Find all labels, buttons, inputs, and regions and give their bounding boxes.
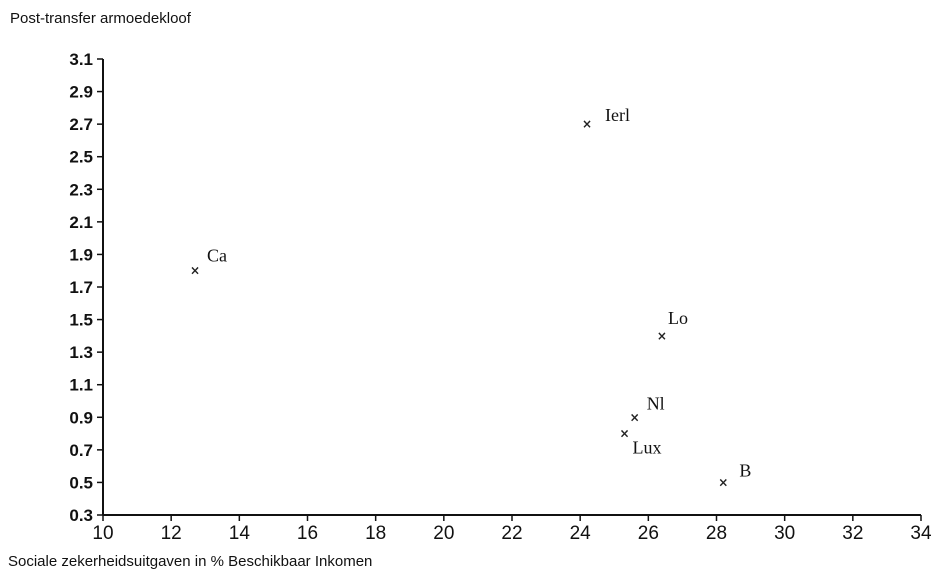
y-tick-label: 3.1 (69, 50, 93, 69)
y-tick-label: 1.1 (69, 376, 93, 395)
y-tick-label: 0.3 (69, 506, 93, 525)
data-point-marker: × (582, 117, 592, 131)
data-point-label: Nl (647, 393, 665, 413)
y-tick-label: 1.5 (69, 311, 93, 330)
x-tick-label: 16 (297, 523, 318, 544)
data-point-marker: × (619, 427, 629, 441)
data-point-label: Ca (207, 246, 227, 266)
y-tick-label: 0.9 (69, 408, 93, 427)
x-tick-label: 10 (92, 523, 113, 544)
data-point-marker: × (630, 410, 640, 424)
y-tick-label: 0.7 (69, 441, 93, 460)
data-point-marker: × (718, 475, 728, 489)
y-tick-label: 0.5 (69, 473, 93, 492)
x-tick-label: 26 (638, 523, 659, 544)
y-tick-label: 1.3 (69, 343, 93, 362)
y-tick-label: 1.9 (69, 245, 93, 264)
x-tick-label: 32 (842, 523, 863, 544)
y-tick-label: 2.9 (69, 83, 93, 102)
y-tick-label: 2.3 (69, 180, 93, 199)
y-axis-title: Post-transfer armoedekloof (10, 10, 191, 27)
x-tick-label: 20 (433, 523, 454, 544)
x-tick-label: 30 (774, 523, 795, 544)
x-tick-label: 28 (706, 523, 727, 544)
y-tick-label: 2.5 (69, 148, 93, 167)
data-point-marker: × (190, 264, 200, 278)
x-axis-title: Sociale zekerheidsuitgaven in % Beschikb… (8, 553, 373, 570)
y-tick-label: 2.7 (69, 115, 93, 134)
y-tick-label: 1.7 (69, 278, 93, 297)
data-point-label: Lux (632, 438, 661, 458)
data-point-label: B (739, 460, 751, 480)
data-point-label: Ierl (605, 105, 630, 125)
data-point-marker: × (657, 329, 667, 343)
x-tick-label: 22 (501, 523, 522, 544)
x-tick-label: 12 (161, 523, 182, 544)
x-tick-label: 34 (910, 523, 932, 544)
y-tick-label: 2.1 (69, 213, 93, 232)
x-tick-label: 18 (365, 523, 386, 544)
x-tick-label: 24 (570, 523, 592, 544)
x-tick-label: 14 (229, 523, 251, 544)
data-point-label: Lo (668, 308, 688, 328)
